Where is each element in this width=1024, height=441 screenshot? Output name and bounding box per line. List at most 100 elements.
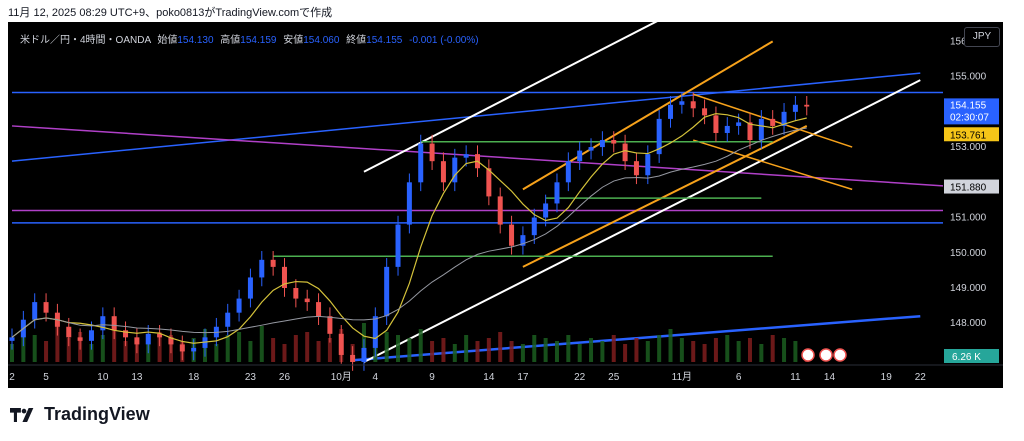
candle-body: [327, 316, 333, 334]
x-tick-label: 26: [279, 372, 291, 383]
volume-bar: [645, 341, 650, 362]
volume-bar: [55, 326, 60, 362]
candle-body: [770, 118, 776, 126]
x-tick-label: 19: [881, 372, 893, 383]
candle-body: [259, 259, 265, 278]
candle-body: [724, 125, 730, 133]
candle-body: [281, 266, 287, 289]
candle-body: [100, 316, 106, 331]
x-tick-label: 23: [245, 372, 257, 383]
candle-body: [179, 344, 185, 352]
close-value: 154.155: [366, 35, 403, 46]
candle-body: [668, 104, 674, 119]
y-tick-label: 153.000: [950, 142, 987, 153]
volume-bar: [225, 335, 230, 362]
candle-body: [88, 330, 94, 341]
candle-body: [690, 101, 696, 109]
volume-bar: [657, 335, 662, 362]
flag-orange-lower: [692, 139, 853, 191]
volume-bar: [679, 338, 684, 362]
candle-body: [270, 259, 276, 267]
volume-bar: [532, 335, 537, 362]
economic-event-icon: [819, 348, 833, 362]
volume-bar: [464, 335, 469, 362]
economic-event-icon: [833, 348, 847, 362]
candle-body: [554, 182, 560, 204]
candle-body: [157, 333, 163, 338]
candle-body: [134, 337, 140, 345]
candle-body: [452, 157, 458, 183]
x-tick-label: 11月: [672, 371, 692, 383]
volume-bar: [407, 338, 412, 362]
candle-body: [191, 347, 197, 352]
open-value: 154.130: [177, 35, 214, 46]
level-price-label: 153.761: [950, 130, 987, 141]
candle-body: [792, 104, 798, 112]
candle-body: [599, 140, 605, 148]
moving-average-slow: [11, 127, 807, 338]
level-price-tag: [944, 127, 999, 142]
candle-body: [372, 316, 378, 348]
volume-label: 6.26 K: [952, 352, 981, 363]
volume-bar: [554, 341, 559, 362]
x-tick-label: 10: [97, 372, 109, 383]
candle-body: [236, 298, 242, 313]
channel-orange-upper: [522, 40, 774, 191]
currency-button[interactable]: JPY: [964, 27, 1000, 47]
x-tick-label: 2: [9, 372, 15, 383]
low-value: 154.060: [303, 35, 340, 46]
volume-bar: [44, 341, 49, 362]
volume-bar: [589, 338, 594, 362]
volume-bar: [316, 341, 321, 362]
ohlc-legend: 米ドル／円・4時間・OANDA 始値154.130 高値154.159 安値15…: [20, 31, 479, 46]
volume-bar: [327, 338, 332, 362]
volume-bar: [691, 341, 696, 362]
volume-bar: [430, 341, 435, 362]
x-tick-label: 9: [429, 372, 435, 383]
candle-body: [43, 302, 49, 313]
candle-body: [123, 330, 129, 338]
close-label: 終値: [346, 35, 367, 46]
volume-bar: [577, 344, 582, 362]
candle-body: [145, 333, 151, 345]
candle-body: [247, 277, 253, 299]
candle-body: [611, 140, 617, 144]
candle-body: [66, 326, 72, 338]
candle-body: [225, 312, 231, 327]
volume-bar: [123, 341, 128, 362]
candle-body: [316, 302, 322, 317]
x-tick-label: 22: [915, 372, 927, 383]
volume-bar: [782, 338, 787, 362]
volume-bar: [66, 338, 71, 362]
x-tick-label: 25: [608, 372, 620, 383]
volume-bar: [89, 344, 94, 362]
volume-bar: [634, 338, 639, 362]
x-tick-label: 10月: [331, 371, 352, 383]
x-tick-label: 11: [790, 372, 801, 383]
price-chart[interactable]: 149.000150.000151.000153.000155.000156.0…: [8, 22, 1003, 388]
volume-bar: [475, 341, 480, 362]
change-value: -0.001 (-0.00%): [409, 35, 479, 46]
candle-body: [486, 168, 492, 197]
chart-panel[interactable]: 149.000150.000151.000153.000155.000156.0…: [8, 22, 1003, 388]
x-tick-label: 6: [736, 372, 742, 383]
candle-body: [645, 154, 651, 176]
channel-white-lower: [363, 79, 921, 363]
volume-bar: [668, 329, 673, 362]
volume-bar: [498, 332, 503, 362]
volume-bar: [702, 344, 707, 362]
y-tick-label: 155.000: [950, 72, 987, 83]
candle-body: [338, 333, 344, 355]
volume-bar: [418, 329, 423, 362]
volume-bar: [237, 332, 242, 362]
tradingview-icon: [10, 407, 34, 422]
x-tick-label: 4: [373, 372, 379, 383]
candle-body: [361, 347, 367, 362]
candle-body: [531, 217, 537, 236]
candle-body: [497, 196, 503, 225]
candle-body: [565, 161, 571, 183]
volume-bar: [248, 341, 253, 362]
candle-body: [406, 182, 412, 225]
candle-body: [304, 298, 310, 303]
candle-body: [702, 108, 708, 116]
